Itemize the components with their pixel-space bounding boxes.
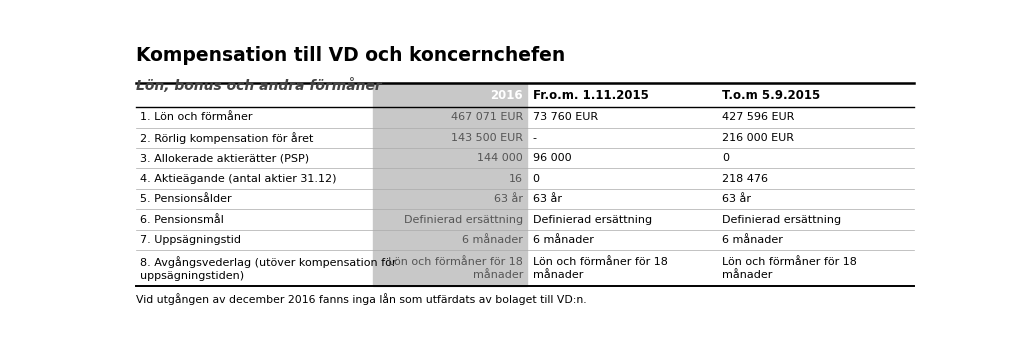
Text: 3. Allokerade aktierätter (PSP): 3. Allokerade aktierätter (PSP) xyxy=(140,153,309,163)
Text: 6. Pensionsmål: 6. Pensionsmål xyxy=(140,215,224,225)
Text: 2. Rörlig kompensation för året: 2. Rörlig kompensation för året xyxy=(140,132,313,144)
Text: T.o.m 5.9.2015: T.o.m 5.9.2015 xyxy=(723,88,820,102)
Text: 7. Uppsägningstid: 7. Uppsägningstid xyxy=(140,235,241,245)
Text: 5. Pensionsålder: 5. Pensionsålder xyxy=(140,194,231,204)
Text: Definierad ersättning: Definierad ersättning xyxy=(532,215,652,225)
Bar xyxy=(373,83,527,286)
Text: Lön och förmåner för 18
månader: Lön och förmåner för 18 månader xyxy=(388,257,523,280)
Text: Vid utgången av december 2016 fanns inga lån som utfärdats av bolaget till VD:n.: Vid utgången av december 2016 fanns inga… xyxy=(136,293,587,305)
Text: 96 000: 96 000 xyxy=(532,153,571,163)
Text: 144 000: 144 000 xyxy=(477,153,523,163)
Text: 0: 0 xyxy=(723,153,729,163)
Text: 218 476: 218 476 xyxy=(723,174,768,184)
Text: 2016: 2016 xyxy=(490,88,523,102)
Text: Kompensation till VD och koncernchefen: Kompensation till VD och koncernchefen xyxy=(136,46,565,65)
Text: 8. Avgångsvederlag (utöver kompensation för
uppsägningstiden): 8. Avgångsvederlag (utöver kompensation … xyxy=(140,256,396,281)
Text: 6 månader: 6 månader xyxy=(723,235,783,245)
Text: 63 år: 63 år xyxy=(532,194,562,204)
Text: 143 500 EUR: 143 500 EUR xyxy=(452,133,523,143)
Text: 63 år: 63 år xyxy=(723,194,752,204)
Text: 63 år: 63 år xyxy=(495,194,523,204)
Text: Lön, bonus och andra förmåner: Lön, bonus och andra förmåner xyxy=(136,78,382,93)
Text: 16: 16 xyxy=(509,174,523,184)
Text: 73 760 EUR: 73 760 EUR xyxy=(532,112,598,122)
Text: Lön och förmåner för 18
månader: Lön och förmåner för 18 månader xyxy=(723,257,857,280)
Text: 1. Lön och förmåner: 1. Lön och förmåner xyxy=(140,112,252,122)
Text: 6 månader: 6 månader xyxy=(532,235,594,245)
Text: -: - xyxy=(532,133,537,143)
Text: 427 596 EUR: 427 596 EUR xyxy=(723,112,795,122)
Text: Fr.o.m. 1.11.2015: Fr.o.m. 1.11.2015 xyxy=(532,88,648,102)
Text: 6 månader: 6 månader xyxy=(462,235,523,245)
Text: Definierad ersättning: Definierad ersättning xyxy=(404,215,523,225)
Text: 4. Aktieägande (antal aktier 31.12): 4. Aktieägande (antal aktier 31.12) xyxy=(140,174,337,184)
Text: 467 071 EUR: 467 071 EUR xyxy=(451,112,523,122)
Text: 0: 0 xyxy=(532,174,540,184)
Text: Lön och förmåner för 18
månader: Lön och förmåner för 18 månader xyxy=(532,257,668,280)
Text: Definierad ersättning: Definierad ersättning xyxy=(723,215,842,225)
Text: 216 000 EUR: 216 000 EUR xyxy=(723,133,795,143)
